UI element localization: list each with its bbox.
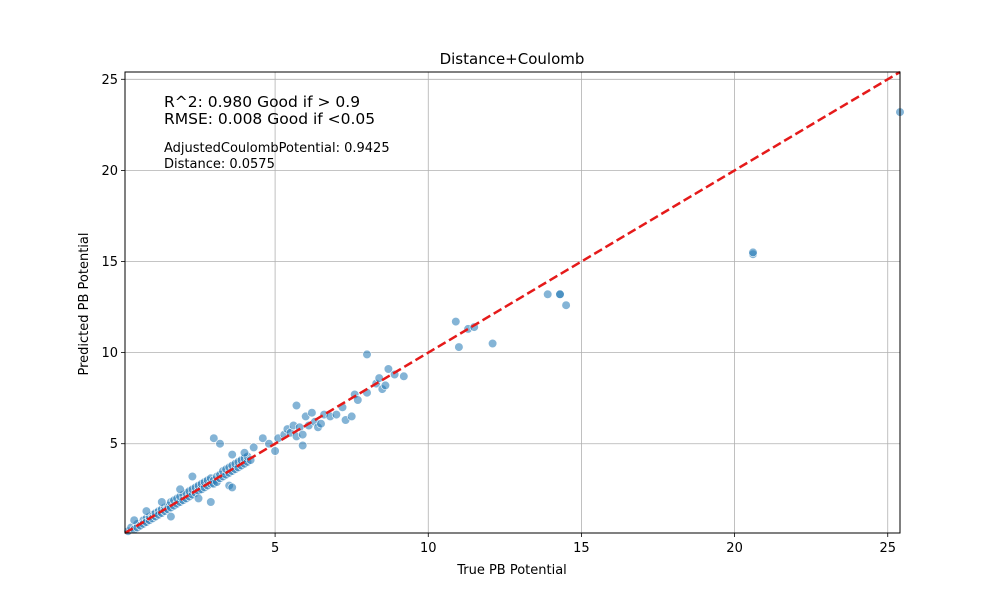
- r2-annotation: R^2: 0.980 Good if > 0.9: [164, 93, 360, 111]
- data-point: [362, 349, 372, 360]
- data-point: [488, 338, 498, 349]
- data-point: [249, 442, 259, 453]
- data-point: [270, 446, 280, 456]
- data-point: [374, 373, 384, 383]
- data-point: [291, 400, 302, 411]
- data-point: [307, 408, 317, 418]
- data-point: [451, 317, 461, 327]
- data-point: [175, 484, 185, 494]
- data-point: [380, 380, 391, 391]
- x-tick-label: 20: [726, 541, 743, 556]
- rmse-annotation: RMSE: 0.008 Good if <0.05: [164, 110, 375, 128]
- data-point: [298, 440, 308, 451]
- data-point: [543, 289, 553, 299]
- reference-line: [124, 70, 901, 535]
- data-point: [555, 289, 565, 299]
- y-tick-label: 15: [101, 255, 118, 270]
- grid-lines: [125, 72, 900, 533]
- data-point: [399, 371, 409, 381]
- data-point: [347, 411, 357, 422]
- data-point: [141, 506, 151, 516]
- y-tick-label: 5: [110, 437, 118, 452]
- data-point: [187, 471, 197, 482]
- data-point: [157, 497, 167, 507]
- data-point: [383, 364, 394, 374]
- y-tick-label: 25: [101, 73, 118, 88]
- distance-weight-annotation: Distance: 0.0575: [164, 157, 275, 172]
- plot-frame: [124, 71, 901, 534]
- data-point: [561, 300, 571, 310]
- data-point: [748, 247, 758, 257]
- data-point: [193, 493, 204, 504]
- chart-title: Distance+Coulomb: [440, 50, 585, 68]
- y-axis-label: Predicted PB Potential: [77, 233, 92, 376]
- y-tick-label: 20: [101, 164, 118, 179]
- data-point: [227, 450, 237, 460]
- data-point: [209, 433, 219, 443]
- data-point: [331, 410, 342, 420]
- x-tick-label: 25: [879, 541, 896, 556]
- data-point: [239, 448, 250, 458]
- data-point: [227, 482, 237, 493]
- data-point: [316, 419, 326, 429]
- x-tick-label: 15: [573, 541, 590, 556]
- data-point: [166, 511, 176, 522]
- coulomb-weight-annotation: AdjustedCoulombPotential: 0.9425: [164, 141, 390, 156]
- x-tick-label: 5: [271, 541, 279, 556]
- y-axis-ticks: 5 10 15 20 25: [101, 73, 125, 452]
- data-point: [215, 439, 225, 449]
- x-axis-ticks: 5 10 15 20 25: [271, 533, 896, 556]
- y-tick-label: 10: [101, 346, 118, 361]
- data-point: [258, 433, 268, 443]
- x-axis-label: True PB Potential: [456, 563, 567, 578]
- data-point: [129, 515, 139, 525]
- data-points: [123, 107, 905, 536]
- data-point: [353, 395, 363, 405]
- x-tick-label: 10: [420, 541, 437, 556]
- data-point: [206, 497, 216, 507]
- data-point: [298, 430, 308, 440]
- data-point: [454, 342, 464, 352]
